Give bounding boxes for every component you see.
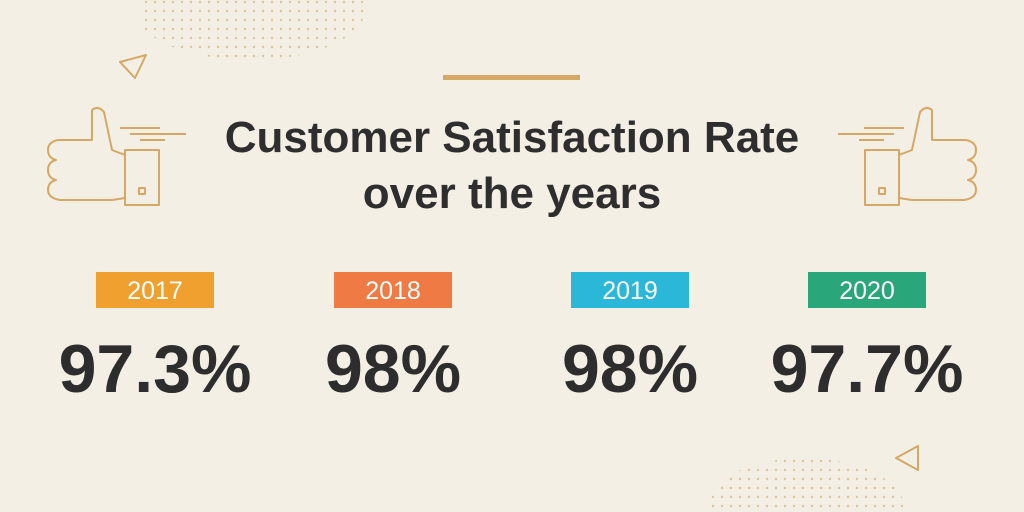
stat-value: 98% — [562, 331, 698, 407]
stat-value: 97.7% — [771, 331, 964, 407]
stat-value: 97.3% — [59, 331, 252, 407]
accent-line — [443, 75, 580, 80]
title: over the years — [363, 169, 661, 218]
year-label: 2017 — [127, 277, 183, 305]
year-badge — [571, 272, 689, 308]
year-label: 2018 — [365, 277, 421, 305]
stats: 2017 97.3% 2018 98% 2019 98% 2020 97.7% — [59, 272, 964, 407]
year-badge — [808, 272, 926, 308]
triangle-decoration — [119, 54, 147, 79]
year-badge — [334, 272, 452, 308]
stat-value: 98% — [325, 331, 461, 407]
thumbs-up-icon — [47, 106, 186, 206]
thumbs-up-icon — [838, 106, 977, 206]
year-label: 2020 — [839, 277, 895, 305]
title: Customer Satisfaction Rate — [225, 113, 800, 162]
year-label: 2019 — [602, 277, 658, 305]
year-badge — [96, 272, 214, 308]
triangle-decoration — [895, 445, 919, 471]
